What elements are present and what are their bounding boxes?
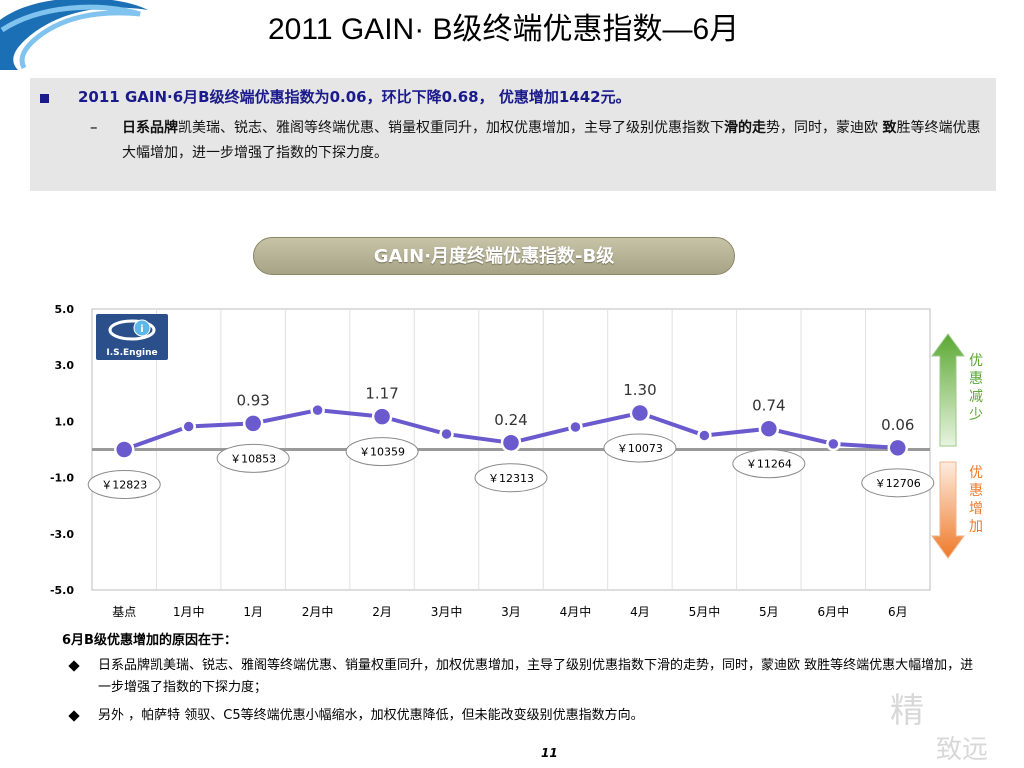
data-point — [242, 413, 264, 434]
logo-swoosh-icon — [108, 319, 156, 341]
data-point — [887, 437, 909, 459]
y-tick-label: -5.0 — [50, 584, 74, 597]
data-label: 0.74 — [752, 397, 785, 415]
data-label: 1.30 — [623, 381, 656, 399]
x-tick-label: 基点 — [112, 605, 136, 619]
price-bubble — [732, 449, 806, 479]
reasons-title: 6月B级优惠增加的原因在于： — [62, 633, 237, 648]
data-point — [500, 432, 522, 454]
data-point — [310, 402, 325, 418]
price-label: ￥11264 — [746, 458, 792, 471]
reason-item-1: 日系品牌凯美瑞、锐志、雅阁等终端优惠、销量权重同升，加权优惠增加，主导了级别优惠… — [98, 658, 974, 695]
data-label: 0.06 — [881, 416, 914, 434]
price-bubble — [216, 443, 290, 473]
y-tick-label: 3.0 — [55, 359, 75, 372]
price-label: ￥12823 — [101, 479, 147, 492]
watermark-char: 精 — [890, 691, 924, 731]
data-point — [697, 428, 712, 443]
x-tick-label: 2月中 — [302, 604, 334, 619]
logo-i-icon — [133, 319, 151, 337]
detail-text-2: 势，同时，蒙迪欧 — [766, 120, 883, 136]
data-point — [113, 439, 135, 460]
summary-detail: 日系品牌凯美瑞、锐志、雅阁等终端优惠、销量权重同升，加权优惠增加，主导了级别优惠… — [122, 116, 982, 166]
up-arrow-icon — [931, 333, 965, 447]
y-tick-label: -3.0 — [50, 528, 74, 541]
square-bullet-icon — [40, 94, 49, 103]
y-tick-label: 1.0 — [55, 415, 75, 428]
x-tick-label: 2月 — [372, 605, 392, 619]
price-bubble — [345, 437, 419, 467]
price-label: ￥12706 — [875, 477, 921, 490]
x-tick-label: 4月 — [630, 605, 650, 619]
down-arrow-icon — [931, 461, 965, 559]
x-tick-label: 6月 — [888, 605, 908, 619]
logo-glyph: i — [140, 324, 143, 335]
detail-bold-3: 致 — [882, 120, 897, 136]
corner-swoosh — [0, 0, 148, 70]
price-bubble — [87, 470, 161, 499]
data-point — [758, 418, 780, 439]
data-point — [629, 402, 651, 424]
detail-bold-2: 滑的走 — [724, 120, 766, 136]
data-label: 0.93 — [236, 391, 269, 409]
page-number: 11 — [541, 746, 558, 760]
watermark-logo: 精 致远 — [890, 691, 988, 765]
data-point — [826, 436, 841, 452]
down-arrow-label: 优惠增加 — [969, 465, 983, 535]
data-point — [568, 419, 583, 435]
y-tick-label: 5.0 — [55, 303, 75, 316]
data-point — [181, 419, 196, 434]
summary-box — [30, 78, 996, 191]
x-tick-label: 1月 — [243, 605, 263, 619]
data-label: 1.17 — [365, 385, 398, 403]
x-tick-label: 5月中 — [689, 604, 721, 619]
detail-text-1: 凯美瑞、锐志、雅阁等终端优惠、销量权重同升，加权优惠增加，主导了级别优惠指数下 — [178, 120, 724, 136]
price-label: ￥10853 — [230, 452, 276, 465]
slide-title: 2011 GAIN· B级终端优惠指数—6月 — [268, 13, 740, 46]
up-arrow-label: 优惠减少 — [969, 353, 983, 423]
data-point — [371, 406, 393, 427]
detail-text-3: 胜等终端优惠大幅增加，进一步增强了指数的下探力度。 — [122, 120, 981, 161]
data-label: 0.24 — [494, 411, 527, 429]
watermark-char: 致远 — [936, 735, 988, 765]
x-tick-label: 6月中 — [817, 604, 849, 619]
data-point — [439, 426, 454, 442]
x-tick-label: 3月 — [501, 605, 521, 619]
reason-item-2: 另外 ，帕萨特 领驭、C5等终端优惠小幅缩水，加权优惠降低，但未能改变级别优惠指… — [98, 708, 644, 723]
chart-header-pill: GAIN·月度终端优惠指数-B级 — [253, 237, 735, 275]
dash-bullet: – — [90, 118, 98, 136]
price-bubble — [603, 433, 677, 463]
price-label: ￥10359 — [359, 446, 405, 459]
x-tick-label: 4月中 — [560, 604, 592, 619]
price-bubble — [474, 463, 548, 493]
x-tick-label: 5月 — [759, 605, 779, 619]
x-tick-label: 1月中 — [173, 604, 205, 619]
logo-text: I.S.Engine — [106, 348, 157, 358]
price-label: ￥12313 — [488, 472, 534, 485]
price-label: ￥10073 — [617, 442, 663, 455]
summary-headline: 2011 GAIN·6月B级终端优惠指数为0.06，环比下降0.68， 优惠增加… — [78, 88, 631, 106]
detail-bold-1: 日系品牌 — [122, 120, 178, 136]
x-tick-label: 3月中 — [431, 604, 463, 619]
y-tick-label: -1.0 — [50, 472, 74, 485]
price-bubble — [861, 468, 935, 498]
